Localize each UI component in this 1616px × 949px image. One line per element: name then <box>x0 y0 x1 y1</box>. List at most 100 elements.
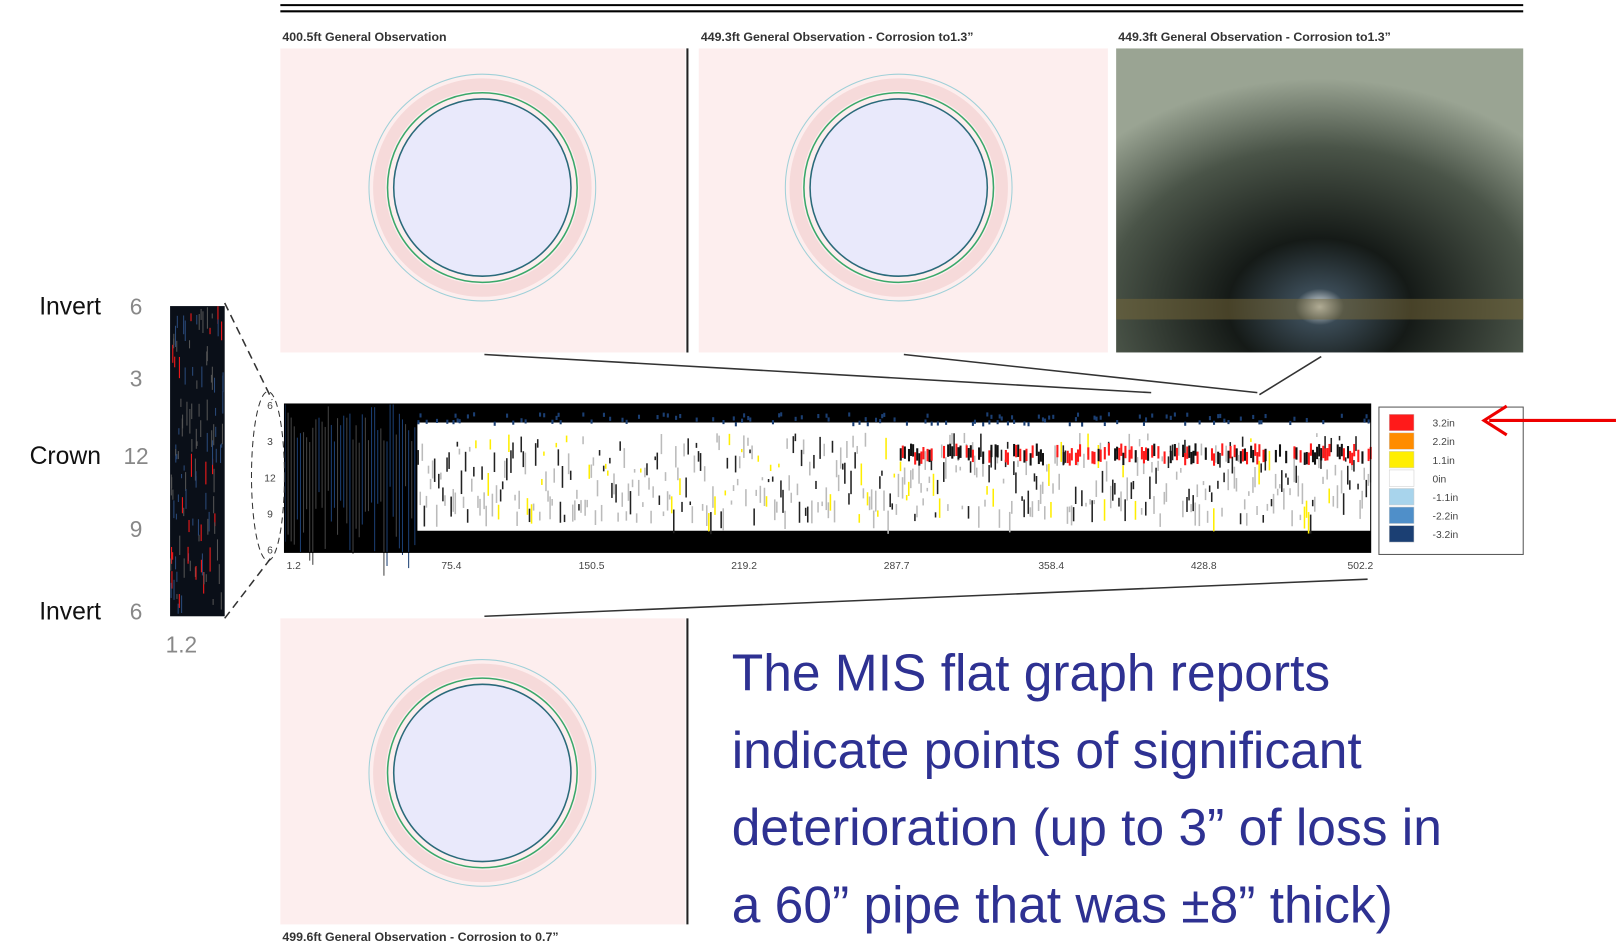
texture <box>972 450 974 462</box>
texture <box>1013 444 1015 456</box>
texture <box>436 419 438 423</box>
texture <box>171 475 172 496</box>
texture <box>1359 500 1361 519</box>
texture <box>784 511 786 529</box>
texture <box>803 439 805 454</box>
texture <box>889 493 891 507</box>
texture <box>702 504 704 511</box>
texture <box>340 425 341 500</box>
texture <box>365 418 366 512</box>
texture <box>883 413 885 417</box>
texture <box>1182 445 1184 457</box>
texture <box>176 594 177 599</box>
texture <box>543 452 545 456</box>
texture <box>306 437 307 509</box>
texture <box>891 503 893 509</box>
texture <box>1017 445 1019 457</box>
texture <box>974 456 976 476</box>
texture <box>444 495 446 506</box>
texture <box>520 437 522 453</box>
texture <box>212 314 213 319</box>
texture <box>1322 477 1324 484</box>
texture <box>617 513 619 522</box>
texture <box>1223 473 1225 483</box>
texture <box>1199 504 1201 526</box>
ring-inner <box>394 684 571 861</box>
texture <box>980 434 982 457</box>
texture <box>214 469 215 492</box>
texture <box>1271 499 1273 506</box>
texture <box>1100 416 1102 420</box>
texture <box>1283 488 1285 509</box>
texture <box>720 511 722 528</box>
texture <box>201 560 202 573</box>
texture <box>199 314 200 330</box>
texture <box>931 448 933 460</box>
texture <box>1054 445 1056 463</box>
texture <box>1250 438 1252 442</box>
texture <box>1040 449 1042 461</box>
texture <box>473 467 475 477</box>
texture <box>440 473 442 480</box>
texture <box>861 464 863 486</box>
legend-swatch <box>1389 451 1414 467</box>
texture <box>432 460 434 478</box>
strip-x-label: 1.2 <box>166 631 197 657</box>
texture <box>830 494 832 510</box>
texture <box>918 464 920 483</box>
texture <box>929 477 931 483</box>
texture <box>1176 448 1178 460</box>
texture <box>1013 420 1015 424</box>
texture <box>506 458 508 480</box>
texture <box>1145 447 1147 459</box>
texture <box>966 445 968 457</box>
texture <box>1013 461 1015 475</box>
texture <box>687 438 689 454</box>
texture <box>712 486 714 508</box>
texture <box>494 422 496 426</box>
texture <box>823 444 825 456</box>
texture <box>570 471 572 480</box>
texture <box>419 413 421 417</box>
texture <box>1318 458 1320 468</box>
texture <box>426 496 428 508</box>
legend-swatch <box>1389 488 1414 504</box>
texture <box>1096 480 1098 497</box>
texture <box>692 506 694 523</box>
texture <box>179 357 180 378</box>
texture <box>1114 483 1116 495</box>
texture <box>452 420 454 424</box>
texture <box>1038 500 1040 511</box>
texture <box>173 334 174 345</box>
texture <box>1025 449 1027 461</box>
texture <box>198 519 199 535</box>
texture <box>1345 457 1347 461</box>
texture <box>201 367 202 388</box>
texture <box>170 559 171 571</box>
texture <box>422 444 424 461</box>
texture <box>873 511 875 529</box>
texture <box>288 413 289 535</box>
texture <box>502 481 504 489</box>
texture <box>582 412 584 416</box>
texture <box>988 465 990 482</box>
texture <box>762 477 764 480</box>
texture <box>731 500 733 504</box>
texture <box>1213 453 1215 465</box>
texture <box>189 409 190 434</box>
texture <box>819 437 821 459</box>
texture <box>533 504 535 511</box>
texture <box>541 479 543 485</box>
texture <box>1147 434 1149 441</box>
texture <box>1287 478 1289 485</box>
texture <box>175 449 176 456</box>
texture <box>982 452 984 464</box>
texture <box>1324 448 1326 460</box>
texture <box>191 404 192 419</box>
texture <box>844 463 846 484</box>
texture <box>1250 446 1252 458</box>
texture <box>188 547 189 564</box>
texture <box>945 421 947 425</box>
texture <box>916 448 918 460</box>
texture <box>984 500 986 507</box>
